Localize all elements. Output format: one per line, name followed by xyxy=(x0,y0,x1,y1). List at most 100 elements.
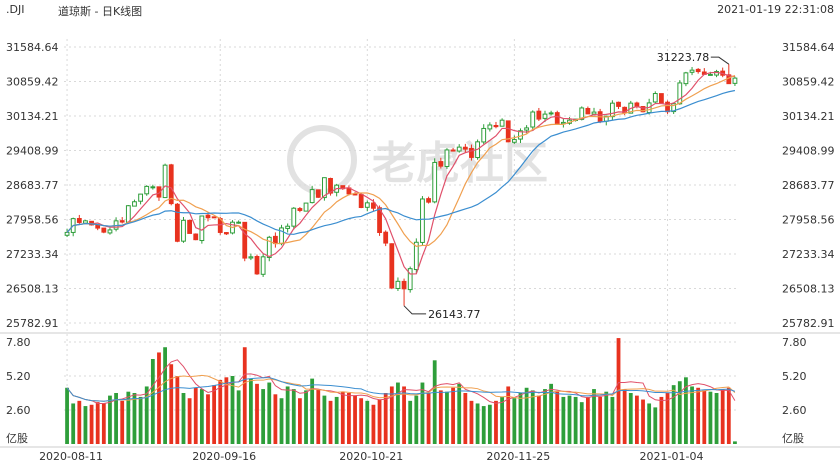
volume-bar xyxy=(157,352,161,444)
volume-bar xyxy=(396,382,400,444)
candle-body xyxy=(511,139,517,143)
volume-bar xyxy=(481,406,486,444)
volume-bar xyxy=(77,400,82,444)
volume-bar xyxy=(487,404,492,444)
candle-body xyxy=(223,232,229,235)
candle xyxy=(383,230,389,247)
price-axis-right: 31584.64 30859.42 30134.21 29408.99 28683.77… xyxy=(782,41,835,330)
date-tick: 2020-09-16 xyxy=(192,450,256,463)
candle-body xyxy=(150,186,156,189)
candle xyxy=(530,110,536,131)
candle-body xyxy=(101,227,107,233)
candle-body xyxy=(493,125,499,128)
candle-body xyxy=(95,224,101,229)
volume-bar xyxy=(261,389,266,444)
candle xyxy=(469,144,474,161)
volume-bar xyxy=(598,396,603,444)
price-tick-right: 31584.64 xyxy=(782,41,835,54)
price-tick-right: 29408.99 xyxy=(782,145,835,158)
candle xyxy=(315,189,321,198)
volume-bar xyxy=(647,403,652,444)
volume-bar xyxy=(530,390,535,444)
price-tick-right: 25782.91 xyxy=(782,317,835,330)
candle xyxy=(254,254,260,275)
volume-bar xyxy=(671,385,676,444)
volume-bar xyxy=(463,393,468,444)
volume-bar xyxy=(322,395,327,444)
candle xyxy=(413,238,419,274)
volume-bar xyxy=(304,390,308,444)
volume-bar xyxy=(212,385,217,444)
volume-tick-right: 7.80 xyxy=(782,336,807,349)
candle xyxy=(193,233,199,241)
candle-body xyxy=(689,69,695,73)
ma10-line xyxy=(66,74,736,247)
candle xyxy=(456,144,462,153)
volume-bar xyxy=(95,402,100,444)
candle-body xyxy=(181,219,186,242)
low-annotation: 26143.77 xyxy=(428,308,481,321)
candle-body xyxy=(377,207,382,233)
candle xyxy=(248,253,254,261)
volume-bar xyxy=(248,378,253,444)
candle xyxy=(432,158,438,204)
candle xyxy=(487,122,493,132)
volume-bar xyxy=(163,347,167,444)
candle-body xyxy=(236,221,242,224)
candle xyxy=(548,110,554,116)
candle-body xyxy=(677,82,683,105)
volume-bar xyxy=(377,399,382,444)
candle xyxy=(223,232,229,236)
candle-body xyxy=(352,193,358,196)
volume-bar xyxy=(175,376,180,444)
price-tick-left: 30859.42 xyxy=(6,76,59,89)
candle xyxy=(150,184,156,190)
candle-body xyxy=(211,216,217,219)
candle-body xyxy=(432,161,438,203)
price-tick-left: 28683.77 xyxy=(6,179,59,192)
candle-body xyxy=(107,229,113,234)
volume-bar xyxy=(518,393,523,444)
candle-body xyxy=(328,177,333,194)
date-tick: 2020-08-11 xyxy=(39,450,103,463)
price-tick-left: 31584.64 xyxy=(6,41,59,54)
candle xyxy=(377,205,382,236)
price-tick-right: 30859.42 xyxy=(782,76,835,89)
volume-bar xyxy=(298,398,302,444)
candle xyxy=(671,102,677,115)
volume-bar xyxy=(291,389,296,444)
volume-bar xyxy=(420,382,425,444)
volume-bar xyxy=(353,395,357,444)
volume-bar xyxy=(389,386,394,444)
date-axis: 2020-08-11 2020-09-16 2020-10-21 2020-11-25… xyxy=(39,450,703,463)
high-marker-line xyxy=(710,56,730,65)
watermark-logo-icon xyxy=(287,125,357,195)
high-annotation: 31223.78 xyxy=(657,51,710,64)
candle xyxy=(334,183,340,197)
candle-body xyxy=(193,233,199,241)
volume-bar xyxy=(71,403,76,444)
price-tick-right: 26508.13 xyxy=(782,282,835,295)
candle xyxy=(462,143,468,153)
date-tick: 2021-01-04 xyxy=(640,450,704,463)
candle-body xyxy=(487,124,493,130)
candle xyxy=(64,228,70,238)
volume-bar xyxy=(549,383,554,444)
candle-body xyxy=(132,201,137,207)
candle-body xyxy=(125,205,131,223)
candle xyxy=(322,177,327,201)
candle-body xyxy=(505,120,511,143)
volume-ma20-line xyxy=(66,377,736,402)
watermark-text: 老虎社区 xyxy=(372,138,548,189)
volume-bar xyxy=(199,389,204,444)
candle-body xyxy=(76,218,82,223)
volume-bar xyxy=(347,393,351,444)
candle-body xyxy=(426,198,431,203)
candle-body xyxy=(524,127,530,131)
candle-body xyxy=(659,93,664,104)
price-tick-right: 27233.34 xyxy=(782,248,835,261)
volume-bar xyxy=(628,393,633,444)
volume-bar xyxy=(708,391,713,444)
candle xyxy=(683,71,689,87)
candle xyxy=(174,202,180,243)
